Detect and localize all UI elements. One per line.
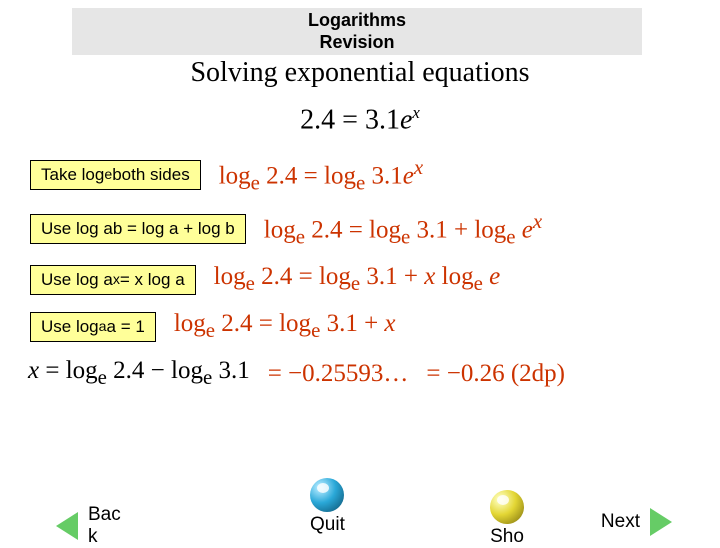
final-mid: = −0.25593… (268, 360, 409, 388)
final-lhs: x = loge 2.4 − loge 3.1 (28, 357, 250, 390)
step-math-1: loge 2.4 = loge 3.1ex (219, 155, 423, 195)
step-math-2: loge 2.4 = loge 3.1 + loge ex (264, 209, 542, 249)
show-label: Sho (490, 526, 524, 548)
header-line2: Revision (72, 32, 642, 54)
main-equation: 2.4 = 3.1ex (0, 103, 720, 136)
back-button[interactable]: Bac k (56, 504, 121, 548)
nav-bar: Bac k Quit Sho Next (0, 478, 720, 548)
hint-pill-3: Use log ax = x log a (30, 265, 196, 295)
arrow-right-icon (650, 508, 672, 536)
step-row-3: Use log ax = x log a loge 2.4 = loge 3.1… (30, 263, 690, 296)
sphere-blue-icon (310, 478, 344, 512)
step-row-1: Take loge both sides loge 2.4 = loge 3.1… (30, 155, 690, 195)
hint-pill-1: Take loge both sides (30, 160, 201, 190)
step-math-4: loge 2.4 = loge 3.1 + x (174, 310, 396, 343)
sphere-yellow-icon (490, 490, 524, 524)
show-button[interactable]: Sho (490, 490, 524, 548)
step-row-2: Use log ab = log a + log b loge 2.4 = lo… (30, 209, 690, 249)
page-subtitle: Solving exponential equations (0, 57, 720, 89)
header-line1: Logarithms (72, 10, 642, 32)
back-label: Bac k (88, 504, 121, 548)
next-button[interactable]: Next (601, 508, 672, 536)
quit-button[interactable]: Quit (310, 478, 345, 536)
header-bar: Logarithms Revision (72, 8, 642, 55)
steps-area: Take loge both sides loge 2.4 = loge 3.1… (0, 155, 720, 344)
final-row: x = loge 2.4 − loge 3.1 = −0.25593… = −0… (0, 357, 720, 390)
step-row-4: Use loga a = 1 loge 2.4 = loge 3.1 + x (30, 310, 690, 343)
quit-label: Quit (310, 514, 345, 536)
step-math-3: loge 2.4 = loge 3.1 + x loge e (214, 263, 501, 296)
hint-pill-4: Use loga a = 1 (30, 312, 156, 342)
hint-pill-2: Use log ab = log a + log b (30, 214, 246, 244)
next-label: Next (601, 511, 640, 533)
arrow-left-icon (56, 512, 78, 540)
final-rhs: = −0.26 (2dp) (426, 360, 565, 388)
